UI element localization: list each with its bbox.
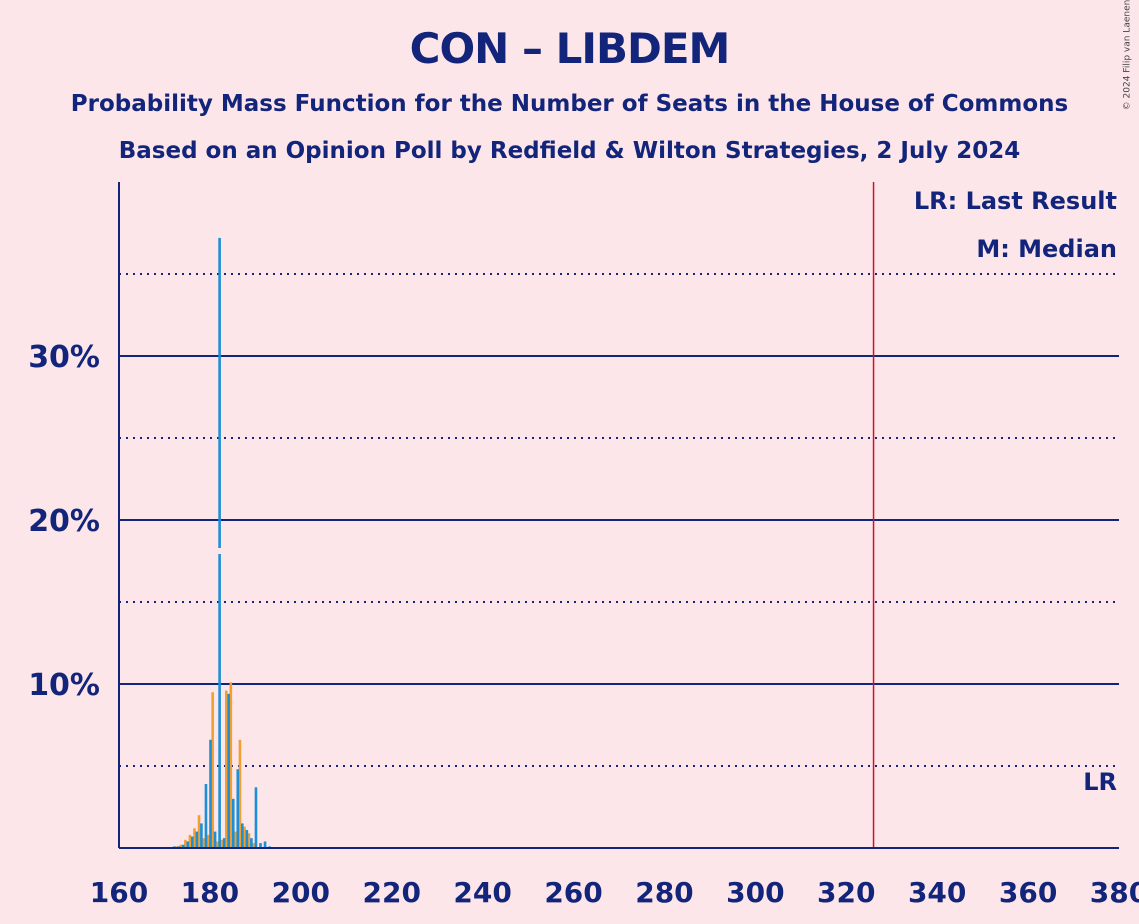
median-marker bbox=[216, 548, 223, 554]
bar-libdem-181 bbox=[211, 692, 214, 848]
bar-con-179 bbox=[204, 784, 208, 848]
bar-libdem-178 bbox=[197, 815, 201, 848]
bar-con-181 bbox=[213, 831, 217, 848]
bar-libdem-174 bbox=[179, 844, 183, 848]
tick-labels: 10% 20% 30% 160 180 200 220 240 260 280 300 320 340 3… bbox=[28, 340, 1139, 909]
legend: LR: Last Result M: Median LR bbox=[914, 187, 1117, 796]
x-tick-label-180: 180 bbox=[181, 876, 239, 909]
x-tick-label-300: 300 bbox=[726, 876, 784, 909]
bar-libdem-188 bbox=[243, 826, 246, 848]
bar-libdem-182 bbox=[215, 841, 219, 848]
x-tick-label-240: 240 bbox=[453, 876, 511, 909]
bar-libdem-185 bbox=[229, 682, 233, 848]
bar-con-187 bbox=[241, 823, 244, 848]
bar-con-190 bbox=[254, 787, 258, 848]
bar-con-192 bbox=[263, 841, 267, 848]
bar-con-188 bbox=[245, 829, 249, 848]
bars bbox=[172, 182, 875, 849]
x-tick-label-360: 360 bbox=[999, 876, 1057, 909]
bar-libdem-186 bbox=[234, 831, 237, 848]
legend-median: M: Median bbox=[976, 235, 1117, 263]
gridlines bbox=[119, 273, 1119, 767]
legend-last-result: LR: Last Result bbox=[914, 187, 1117, 215]
bar-libdem-187 bbox=[238, 739, 242, 848]
bar-con-185 bbox=[231, 798, 235, 848]
bar-con-182 bbox=[218, 237, 221, 849]
bar-con-183 bbox=[222, 838, 226, 848]
bar-con-175 bbox=[186, 841, 190, 848]
x-tick-label-280: 280 bbox=[635, 876, 693, 909]
chart-subtitle: Probability Mass Function for the Number… bbox=[70, 91, 1069, 117]
y-tick-label-10: 10% bbox=[28, 668, 100, 703]
bar-libdem-177 bbox=[193, 828, 196, 848]
chart-source: Based on an Opinion Poll by Redfield & W… bbox=[118, 138, 1021, 164]
lr-marker-label: LR bbox=[1083, 768, 1117, 796]
chart-title: CON – LIBDEM bbox=[409, 24, 731, 73]
x-tick-label-340: 340 bbox=[908, 876, 966, 909]
bar-con-178 bbox=[200, 823, 203, 848]
x-tick-label-160: 160 bbox=[90, 876, 148, 909]
bar-libdem-179 bbox=[202, 838, 205, 848]
bar-libdem-189 bbox=[247, 833, 251, 848]
bar-libdem-176 bbox=[188, 834, 192, 848]
y-tick-label-30: 30% bbox=[28, 340, 100, 375]
x-tick-label-260: 260 bbox=[544, 876, 602, 909]
bar-libdem-184 bbox=[224, 690, 228, 848]
bar-con-186 bbox=[236, 769, 240, 848]
bar-con-177 bbox=[195, 831, 199, 848]
bar-libdem-183 bbox=[220, 839, 224, 848]
x-tick-label-200: 200 bbox=[272, 876, 330, 909]
y-tick-label-20: 20% bbox=[28, 504, 100, 539]
bar-con-180 bbox=[209, 739, 212, 848]
bar-libdem-180 bbox=[206, 834, 210, 848]
bar-con-174 bbox=[181, 844, 185, 848]
bar-con-176 bbox=[191, 836, 194, 848]
x-tick-label-380: 380 bbox=[1090, 876, 1139, 909]
x-tick-label-220: 220 bbox=[363, 876, 421, 909]
bar-libdem-190 bbox=[252, 843, 255, 848]
bar-con-189 bbox=[250, 838, 253, 848]
bar-libdem-175 bbox=[184, 839, 187, 848]
bar-con-184 bbox=[227, 693, 230, 848]
bar-con-191 bbox=[259, 843, 262, 848]
axes bbox=[118, 182, 1119, 849]
x-tick-label-320: 320 bbox=[817, 876, 875, 909]
